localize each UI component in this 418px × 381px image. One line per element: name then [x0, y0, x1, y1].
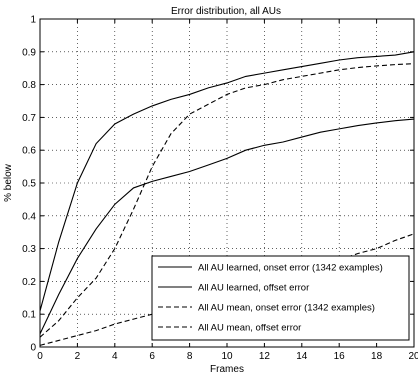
x-tick-label: 14: [296, 351, 308, 362]
legend: All AU learned, onset error (1342 exampl…: [151, 255, 410, 341]
x-axis-label: Frames: [210, 364, 244, 375]
x-tick-label: 6: [149, 351, 155, 362]
x-tick-label: 4: [112, 351, 118, 362]
y-tick-label: 0: [30, 343, 36, 354]
y-tick-label: 0.3: [22, 244, 36, 255]
y-tick-label: 0.5: [22, 179, 36, 190]
y-tick-label: 0.8: [22, 80, 36, 91]
legend-label-2: All AU learned, offset error: [198, 283, 309, 294]
series-line-3: [39, 63, 415, 338]
x-tick-label: 18: [371, 351, 383, 362]
x-tick-label: 20: [408, 351, 418, 362]
chart-title: Error distribution, all AUs: [171, 6, 281, 17]
legend-label-1: All AU learned, onset error (1342 exampl…: [198, 263, 383, 274]
x-tick-label: 10: [221, 351, 233, 362]
y-tick-label: 0.7: [22, 113, 36, 124]
legend-box: [151, 255, 410, 341]
y-tick-label: 0.1: [22, 310, 36, 321]
x-tick-label: 16: [334, 351, 346, 362]
y-tick-label: 0.4: [22, 211, 36, 222]
x-tick-label: 2: [75, 351, 81, 362]
series-line-2: [39, 118, 415, 335]
legend-label-4: All AU mean, offset error: [198, 323, 301, 334]
series-line-1: [39, 51, 415, 312]
legend-label-3: All AU mean, onset error (1342 examples): [198, 303, 375, 314]
y-axis-label: % below: [3, 163, 14, 202]
y-tick-label: 0.2: [22, 277, 36, 288]
y-tick-label: 1: [30, 15, 36, 26]
axis-ticks: 0 2 4 6 8 10 12 14 16 18 20 0 0.1 0.2 0.3 0.4 0.5 0.6 0.7 0…: [22, 15, 418, 363]
x-tick-label: 0: [37, 351, 43, 362]
y-tick-label: 0.6: [22, 146, 36, 157]
y-tick-label: 0.9: [22, 47, 36, 58]
x-tick-label: 12: [259, 351, 271, 362]
x-tick-label: 8: [187, 351, 193, 362]
